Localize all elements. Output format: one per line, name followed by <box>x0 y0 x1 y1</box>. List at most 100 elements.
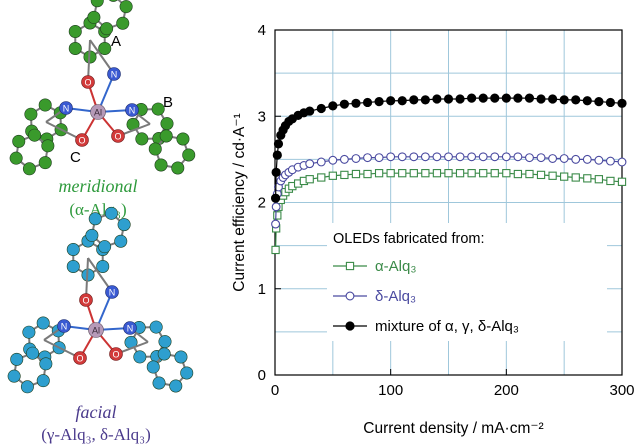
series-point <box>351 169 361 179</box>
facial-carbon-atom <box>66 259 80 273</box>
x-axis-label: Current density / mA·cm⁻² <box>363 420 543 437</box>
facial-bond-o-ring <box>85 257 89 301</box>
series-point <box>455 169 465 178</box>
facial-nitrogen-atom <box>123 321 137 335</box>
facial-carbon-atom <box>36 316 50 330</box>
facial-oxygen-label: O <box>112 350 119 360</box>
facial-carbon-atom <box>133 350 147 364</box>
meridional-carbon-atom <box>22 162 36 176</box>
series-point <box>374 96 384 107</box>
meridional-carbon-atom <box>28 128 42 142</box>
facial-carbon-atom <box>85 228 99 242</box>
meridional-oxygen-label: O <box>84 78 91 88</box>
series-point <box>594 96 604 107</box>
series-point <box>420 152 430 162</box>
meridional-oxygen-atom <box>111 129 125 143</box>
meridional-aluminum-atom <box>90 104 106 120</box>
meridional-carbon-atom <box>182 148 196 162</box>
meridional-oxygen-label: O <box>78 136 85 146</box>
series-point <box>420 95 430 105</box>
legend-swatch-marker <box>345 321 355 331</box>
meridional-carbon-atom <box>176 132 190 146</box>
series-point <box>374 153 384 163</box>
meridional-carbon-atom <box>98 41 112 55</box>
series-point <box>560 172 569 181</box>
series-point <box>270 193 281 203</box>
series-point <box>386 152 396 162</box>
series-point <box>605 97 616 108</box>
series-point <box>316 157 326 167</box>
series-point <box>328 171 337 180</box>
facial-aluminum-atom <box>88 322 104 338</box>
series-point <box>398 169 407 178</box>
meridional-carbon-atom <box>38 98 52 112</box>
meridional-carbon-atom <box>135 132 149 146</box>
meridional-carbon-atom <box>171 161 185 175</box>
legend-swatch-marker <box>345 291 355 301</box>
legend-entry-label: α-Alq₃ <box>375 258 416 275</box>
meridional-nitrogen-atom <box>125 103 139 117</box>
facial-nitrogen-label: N <box>127 324 134 334</box>
series-point <box>397 96 407 106</box>
facial-carbon-atom <box>39 357 53 371</box>
series-point <box>502 169 511 178</box>
series-point <box>432 169 442 178</box>
facial-carbon-atom <box>146 360 160 374</box>
series-point <box>594 175 604 184</box>
series-point <box>478 93 488 103</box>
series-point <box>339 154 349 164</box>
meridional-carbon-atom <box>159 129 173 143</box>
meridional-carbon-atom <box>108 0 118 2</box>
series-point <box>548 154 558 163</box>
site-label-c: C <box>70 149 81 166</box>
meridional-carbon-atom <box>24 107 38 121</box>
meridional-carbon-atom <box>160 117 174 131</box>
legend-entry-label: mixture of α, γ, δ-Alq₃ <box>375 318 519 335</box>
meridional-aluminum-label: Al <box>94 108 102 118</box>
series-point <box>479 169 488 178</box>
series-point <box>386 169 395 178</box>
y-tick-label: 1 <box>258 281 266 298</box>
facial-oxygen-atom <box>109 347 123 361</box>
series-point <box>594 155 604 165</box>
meridional-carbon-atom <box>119 0 133 14</box>
x-tick-label: 100 <box>378 382 403 399</box>
series-point <box>571 95 581 105</box>
facial-carbon-atom <box>26 346 40 360</box>
series-point <box>490 152 500 162</box>
site-label-a: A <box>111 33 121 50</box>
series-point <box>525 169 534 179</box>
facial-oxygen-atom <box>73 351 87 365</box>
facial-carbon-atom <box>180 366 194 380</box>
facial-bond-n-ring <box>87 257 113 293</box>
meridional-carbon-atom <box>12 134 26 148</box>
series-point <box>559 95 569 105</box>
series-point <box>328 155 338 165</box>
series-point <box>271 202 281 212</box>
series-point <box>305 106 315 116</box>
series-point <box>525 153 534 163</box>
facial-carbon-atom <box>36 374 50 388</box>
facial-nitrogen-label: N <box>61 322 68 332</box>
efficiency-chart: 0 100 200 300 0 1 2 3 4 Current efficiency / cd·… <box>231 22 635 437</box>
series-point <box>271 167 281 177</box>
meridional-carbon-atom <box>9 151 23 165</box>
facial-carbon-atom <box>104 206 118 220</box>
meridional-oxygen-atom <box>75 133 89 147</box>
legend-background <box>327 223 607 341</box>
facial-carbon-atom <box>7 369 21 383</box>
series-point <box>536 94 546 104</box>
series-point <box>467 93 477 103</box>
facial-carbon-atom <box>20 380 34 394</box>
series-point <box>444 152 453 162</box>
series-point <box>571 154 581 164</box>
meridional-oxygen-atom <box>81 75 95 89</box>
series-point <box>409 95 419 105</box>
legend-entry-label: δ-Alq₃ <box>375 288 416 305</box>
series-point <box>421 169 430 178</box>
series-point <box>548 171 557 180</box>
y-tick-label: 2 <box>258 195 266 212</box>
series-point <box>351 154 361 163</box>
facial-carbon-atom <box>117 218 131 232</box>
